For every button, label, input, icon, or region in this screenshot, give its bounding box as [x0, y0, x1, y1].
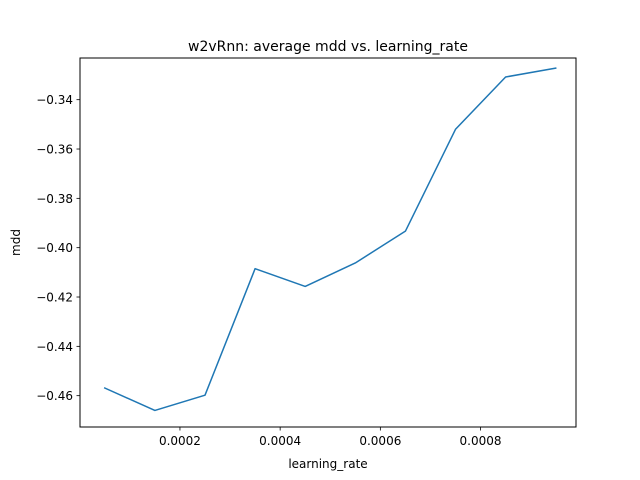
plot-area	[103, 67, 557, 412]
y-tick-label: −0.38	[36, 192, 73, 206]
y-tick-label: −0.46	[36, 389, 73, 403]
series-line-0	[103, 67, 557, 412]
y-axis-label: mdd	[9, 229, 23, 256]
x-tick-label: 0.0004	[259, 434, 301, 448]
y-tick-label: −0.36	[36, 143, 73, 157]
x-tick-label: 0.0008	[460, 434, 502, 448]
y-tick-label: −0.44	[36, 340, 73, 354]
x-tick-label: 0.0002	[159, 434, 201, 448]
x-tick-label: 0.0006	[359, 434, 401, 448]
y-tick-label: −0.40	[36, 241, 73, 255]
y-tick-label: −0.42	[36, 291, 73, 305]
chart-title: w2vRnn: average mdd vs. learning_rate	[188, 39, 468, 55]
x-axis: 0.0002 0.0004 0.0006 0.0008	[159, 427, 502, 448]
y-axis: −0.46 −0.44 −0.42 −0.40 −0.38 −0.36 −0.34	[36, 93, 80, 403]
y-tick-label: −0.34	[36, 93, 73, 107]
x-axis-label: learning_rate	[288, 457, 367, 471]
axes-frame	[79, 57, 577, 428]
